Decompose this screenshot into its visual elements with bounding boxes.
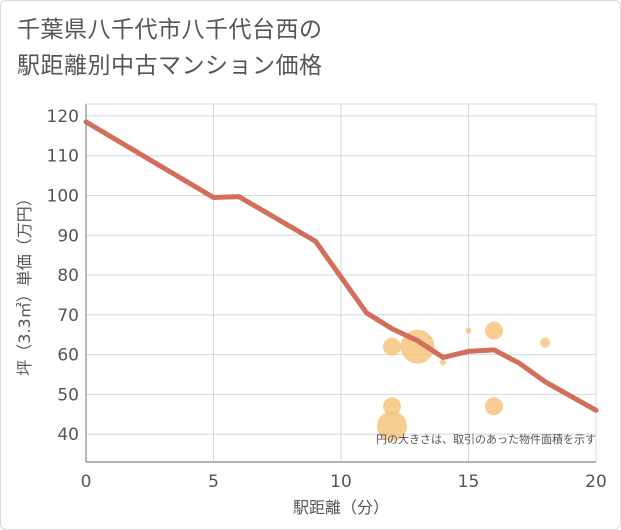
- bubble-point: [377, 411, 407, 442]
- bubble-point: [440, 359, 446, 366]
- y-tick-label: 60: [57, 346, 79, 366]
- y-tick-label: 100: [47, 186, 79, 206]
- price-trend-line: [83, 119, 599, 413]
- bubble-point: [383, 337, 401, 356]
- y-tick-label: 70: [57, 306, 79, 326]
- bubble-series: [377, 321, 550, 442]
- tick-labels: 0 5 10 15 20 40 50 60 70 80 90 100 110 120: [47, 107, 607, 492]
- line-series: [83, 119, 599, 413]
- x-tick-label: 5: [208, 472, 219, 492]
- y-tick-label: 120: [47, 107, 79, 127]
- chart-title: 千葉県八千代市八千代台西の 駅距離別中古マンション価格: [17, 12, 517, 84]
- y-tick-label: 40: [57, 425, 79, 445]
- x-tick-label: 20: [585, 472, 607, 492]
- y-axis-title: 坪（3.3㎡）単価（万円）: [15, 190, 34, 375]
- bubble-point: [485, 321, 503, 340]
- x-tick-label: 10: [330, 472, 352, 492]
- x-tick-label: 0: [81, 472, 92, 492]
- bubble-point: [540, 337, 550, 348]
- y-tick-label: 50: [57, 385, 79, 405]
- axes: [85, 104, 596, 463]
- bubble-point: [383, 397, 401, 416]
- bubble-point: [485, 397, 503, 416]
- chart-title-line2: 駅距離別中古マンション価格: [17, 53, 323, 79]
- bubble-size-note: 円の大きさは、取引のあった物件面積を示す: [376, 432, 596, 446]
- bubble-point: [465, 327, 472, 334]
- x-axis-title: 駅距離（分）: [293, 498, 389, 517]
- x-tick-label: 15: [458, 472, 480, 492]
- y-tick-label: 80: [57, 266, 79, 286]
- chart-title-line1: 千葉県八千代市八千代台西の: [17, 17, 323, 43]
- y-tick-label: 90: [57, 226, 79, 246]
- y-tick-label: 110: [47, 147, 79, 167]
